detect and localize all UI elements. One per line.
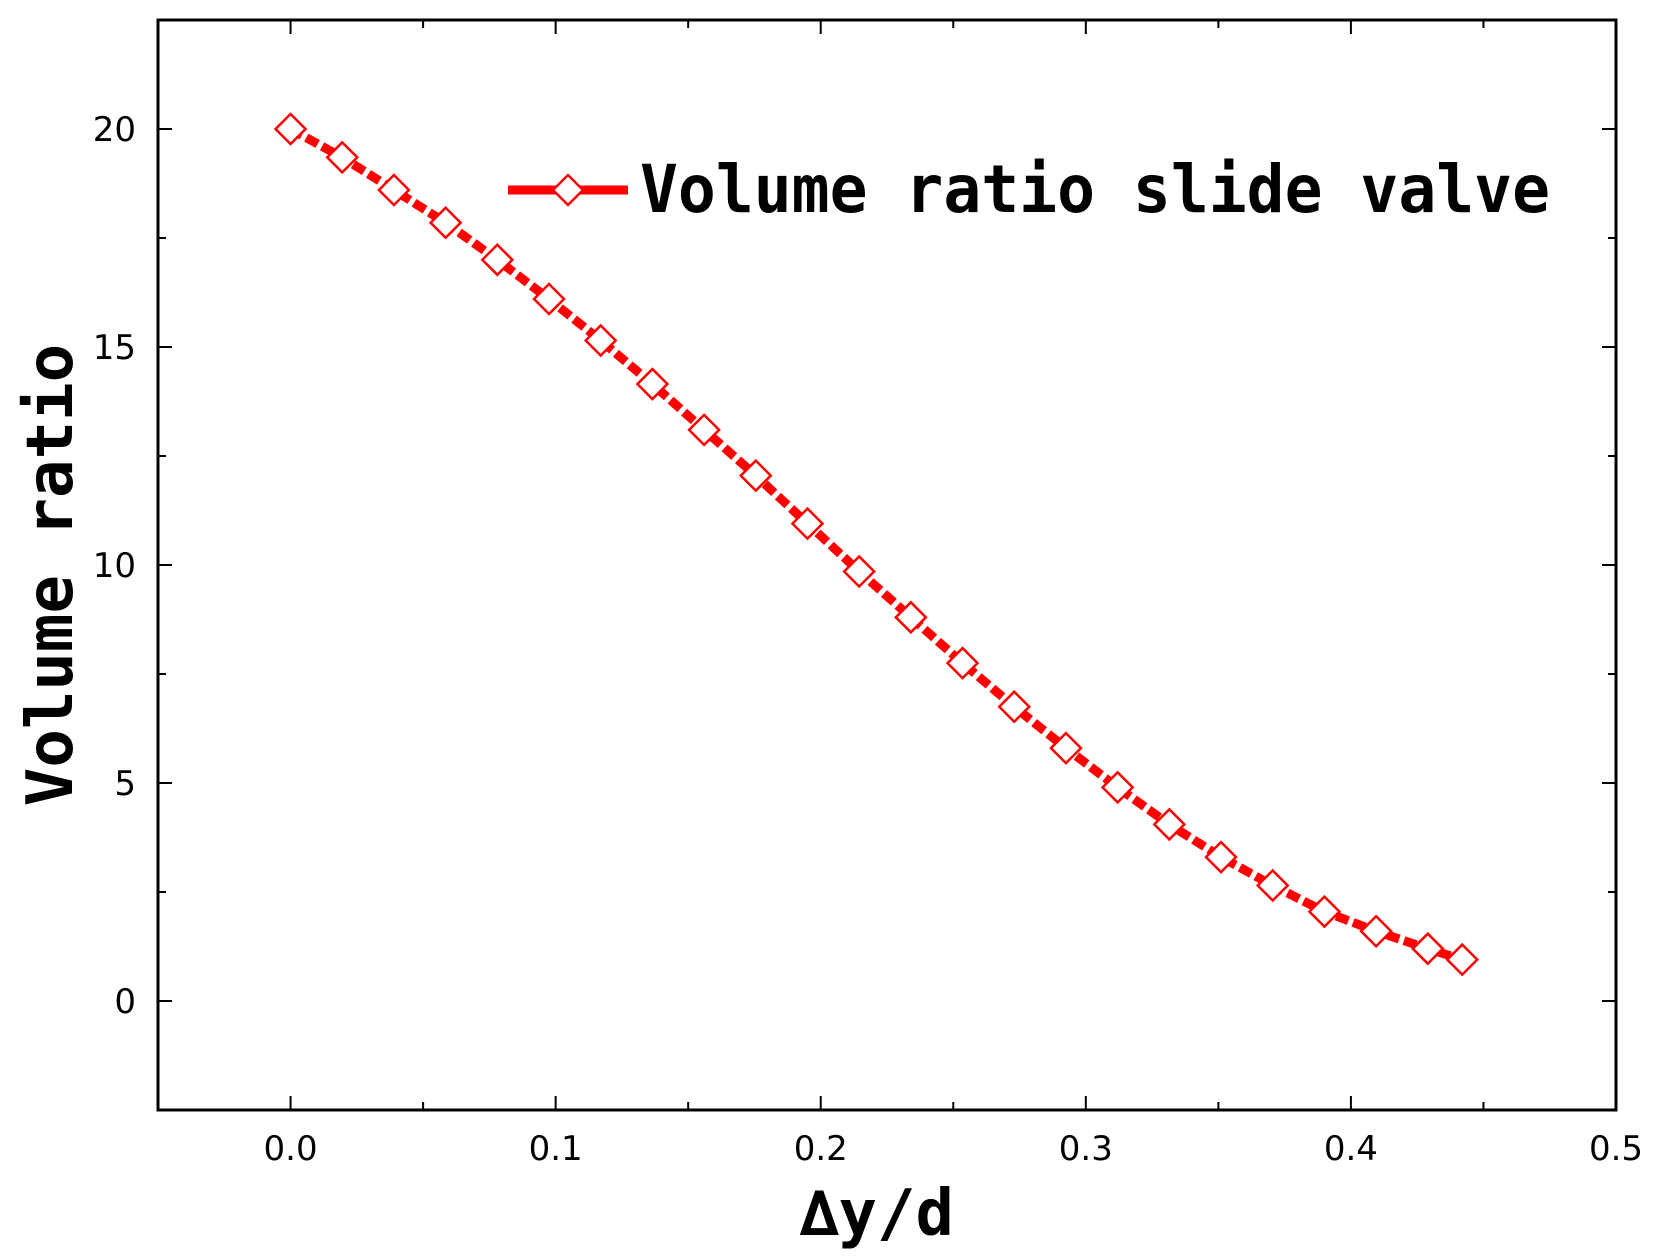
x-tick-label: 0.4 bbox=[1324, 1129, 1378, 1169]
x-tick-label: 0.3 bbox=[1059, 1129, 1113, 1169]
data-point-marker bbox=[790, 506, 825, 541]
data-point-marker bbox=[583, 323, 618, 358]
data-point-marker bbox=[945, 646, 980, 680]
y-tick-label: 20 bbox=[93, 110, 136, 150]
x-tick-label: 0.2 bbox=[794, 1129, 848, 1169]
legend: Volume ratio slide valve bbox=[508, 151, 1550, 228]
y-tick-label: 5 bbox=[114, 764, 136, 804]
data-point-marker bbox=[1255, 868, 1290, 903]
data-point-marker bbox=[428, 205, 463, 240]
data-point-marker bbox=[1204, 840, 1238, 874]
legend-label: Volume ratio slide valve bbox=[640, 151, 1550, 228]
data-point-marker bbox=[635, 367, 670, 401]
data-point-marker bbox=[480, 243, 515, 277]
data-point-marker bbox=[1445, 942, 1480, 977]
legend-diamond-marker bbox=[551, 173, 585, 207]
data-point-marker bbox=[1411, 931, 1445, 966]
data-point-marker bbox=[739, 458, 773, 493]
y-tick-label: 10 bbox=[93, 546, 136, 586]
y-tick-label: 15 bbox=[93, 328, 136, 368]
y-tick-label: 0 bbox=[114, 982, 136, 1022]
x-axis-title: ∆y/d bbox=[799, 1177, 954, 1251]
x-tick-label: 0.1 bbox=[529, 1129, 583, 1169]
data-point-marker bbox=[532, 282, 566, 316]
data-point-marker bbox=[997, 689, 1032, 724]
data-point-marker bbox=[842, 554, 876, 589]
series-line bbox=[288, 125, 1464, 964]
series-layer bbox=[273, 112, 1480, 977]
data-point-marker bbox=[273, 112, 308, 146]
data-point-marker bbox=[325, 140, 360, 175]
data-point-marker bbox=[377, 173, 411, 207]
data-point-marker bbox=[894, 600, 928, 635]
data-point-marker bbox=[1359, 914, 1393, 949]
data-point-marker bbox=[1049, 731, 1083, 765]
data-point-marker bbox=[1307, 894, 1342, 929]
data-point-marker bbox=[687, 413, 721, 447]
data-point-marker bbox=[1100, 770, 1135, 805]
y-axis-title: Volume ratio bbox=[14, 344, 88, 806]
x-tick-label: 0.0 bbox=[264, 1129, 318, 1169]
x-tick-label: 0.5 bbox=[1589, 1129, 1643, 1169]
plot-frame bbox=[156, 18, 1618, 1112]
data-point-marker bbox=[1152, 807, 1187, 842]
labels-layer: 0.0 0.1 0.2 0.3 0.4 0.5 0 5 10 15 20 bbox=[93, 110, 1643, 1169]
